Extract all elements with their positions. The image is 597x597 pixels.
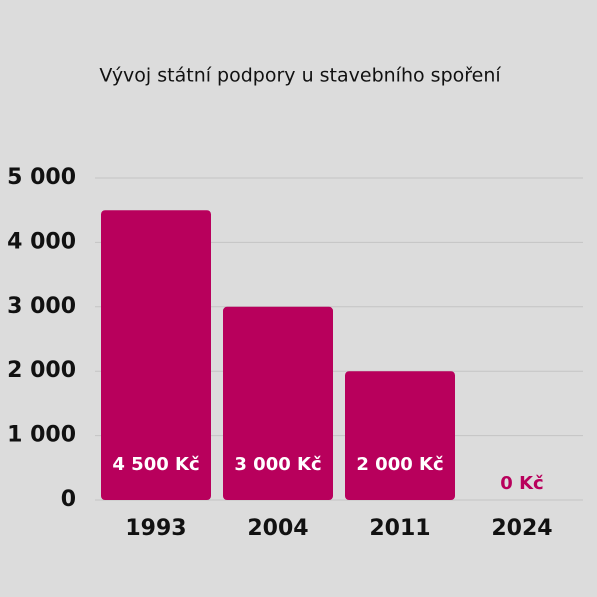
chart-title: Vývoj státní podpory u stavebního spořen… bbox=[99, 65, 501, 87]
y-tick-label: 4 000 bbox=[7, 229, 76, 254]
y-tick-label: 0 bbox=[61, 487, 76, 512]
x-tick-label: 2024 bbox=[491, 516, 552, 541]
value-label: 4 500 Kč bbox=[112, 454, 199, 475]
bar bbox=[101, 210, 211, 500]
y-tick-label: 5 000 bbox=[7, 165, 76, 190]
x-tick-label: 2004 bbox=[247, 516, 308, 541]
x-tick-label: 2011 bbox=[369, 516, 430, 541]
value-label: 0 Kč bbox=[500, 473, 543, 494]
y-tick-label: 3 000 bbox=[7, 294, 76, 319]
value-label: 2 000 Kč bbox=[356, 454, 443, 475]
bar bbox=[223, 306, 333, 500]
value-label: 3 000 Kč bbox=[234, 454, 321, 475]
y-tick-label: 2 000 bbox=[7, 358, 76, 383]
bar bbox=[345, 371, 455, 500]
x-tick-label: 1993 bbox=[125, 516, 186, 541]
y-tick-label: 1 000 bbox=[7, 423, 76, 448]
